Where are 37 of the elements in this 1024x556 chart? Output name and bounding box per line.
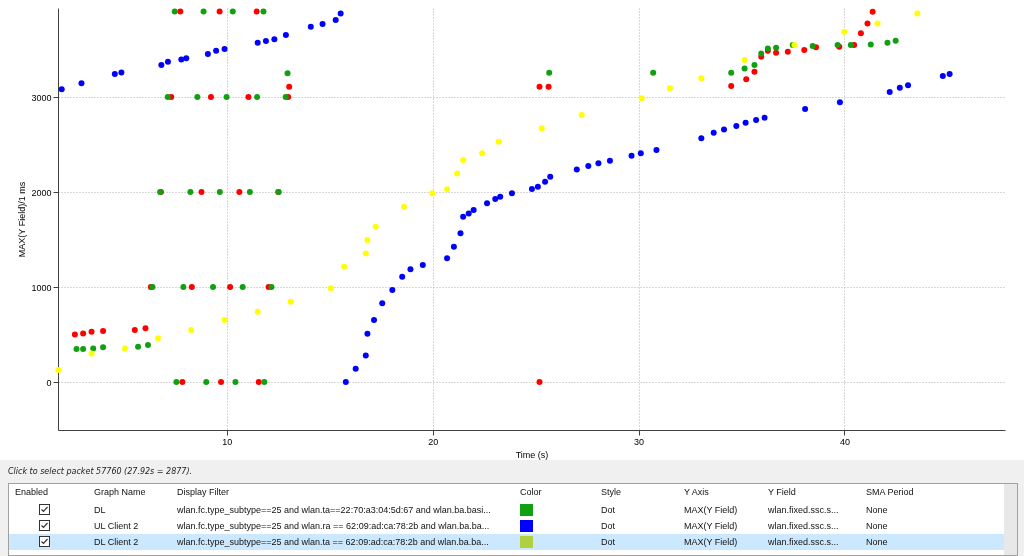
text: Y Field [768,486,796,499]
y-tick-label: 1000 [31,282,52,293]
text: Enabled [15,486,49,499]
text: Dot [601,536,616,549]
text: SMA Period [866,486,914,499]
text: wlan.fc.type_subtype==25 and wlan.ta==22:70:a3:04:5d:67 and wlan.ba.basi... [177,504,491,517]
text: Style [601,486,622,499]
text: MAX(Y Field) [684,520,738,533]
text: Dot [601,504,616,517]
text: DL [94,504,106,517]
x-tick-label: 10 [222,436,233,447]
text: wlan.fixed.ssc.s... [768,520,839,533]
text: wlan.fc.type_subtype==25 and wlan.ra == 62:09:ad:ca:78:2b and wlan.ba.ba... [177,520,490,533]
x-tick-label: 40 [839,436,850,447]
text: Graph Name [94,486,146,499]
text: UL Client 2 [94,520,139,533]
text: wlan.fixed.ssc.s... [768,504,839,517]
text: Click to select packet 57760 (27.92s = 2877). [8,467,193,476]
text: DL Client 2 [94,536,139,549]
y-tick-label: 0 [46,377,52,388]
text: Dot [601,520,616,533]
text: MAX(Y Field) [684,536,738,549]
x-tick-label: 20 [428,436,439,447]
text: None [866,536,888,549]
y-axis-title: MAX(Y Field)/1 ms [17,181,28,258]
text: None [866,504,888,517]
text: Display Filter [177,486,230,499]
x-tick-label: 30 [634,436,645,447]
x-axis-title: Time (s) [515,449,549,460]
text: Color [520,486,542,499]
text: wlan.fixed.ssc.s... [768,536,839,549]
text: None [866,520,888,533]
text: wlan.fc.type_subtype==25 and wlan.ta == 62:09:ad:ca:78:2b and wlan.ba.ba... [177,536,489,549]
y-tick-label: 3000 [31,92,52,103]
text: MAX(Y Field) [684,504,738,517]
text: Y Axis [684,486,709,499]
y-tick-label: 2000 [31,187,52,198]
